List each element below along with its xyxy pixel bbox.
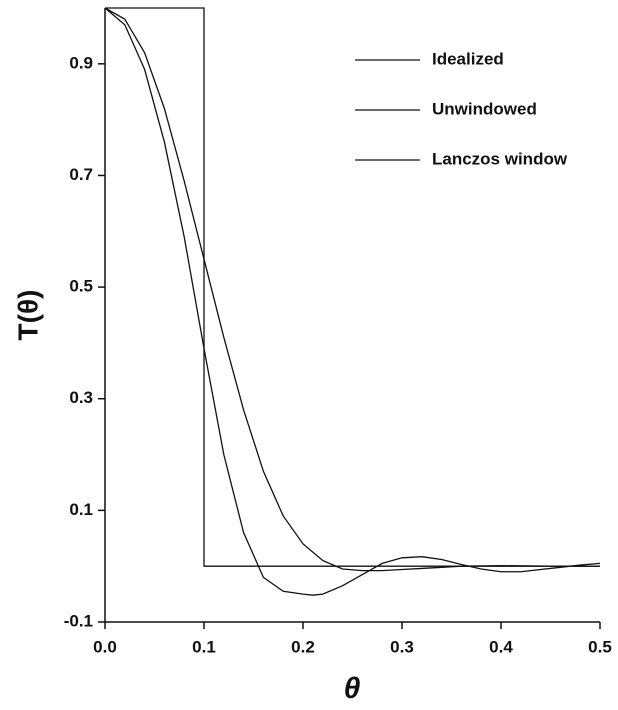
legend-label: Lanczos window [432,149,568,168]
y-tick-label: -0.1 [64,611,93,630]
y-tick-label: 0.7 [69,165,93,184]
series-line [105,7,600,567]
x-tick-label: 0.5 [588,637,612,656]
y-tick-label: 0.9 [69,53,93,72]
y-tick-label: 0.1 [69,500,93,519]
legend-label: Idealized [432,49,504,68]
y-axis-label: T(θ) [12,290,43,341]
legend-label: Unwindowed [432,99,537,118]
x-tick-label: 0.3 [390,637,414,656]
x-tick-label: 0.1 [192,637,216,656]
series-line [104,7,600,572]
y-tick-label: 0.3 [69,388,93,407]
x-axis-label: θ [344,672,361,705]
x-tick-label: 0.0 [93,637,117,656]
x-tick-label: 0.2 [291,637,315,656]
y-tick-label: 0.5 [69,277,93,296]
x-tick-label: 0.4 [489,637,513,656]
series-line [104,7,601,596]
